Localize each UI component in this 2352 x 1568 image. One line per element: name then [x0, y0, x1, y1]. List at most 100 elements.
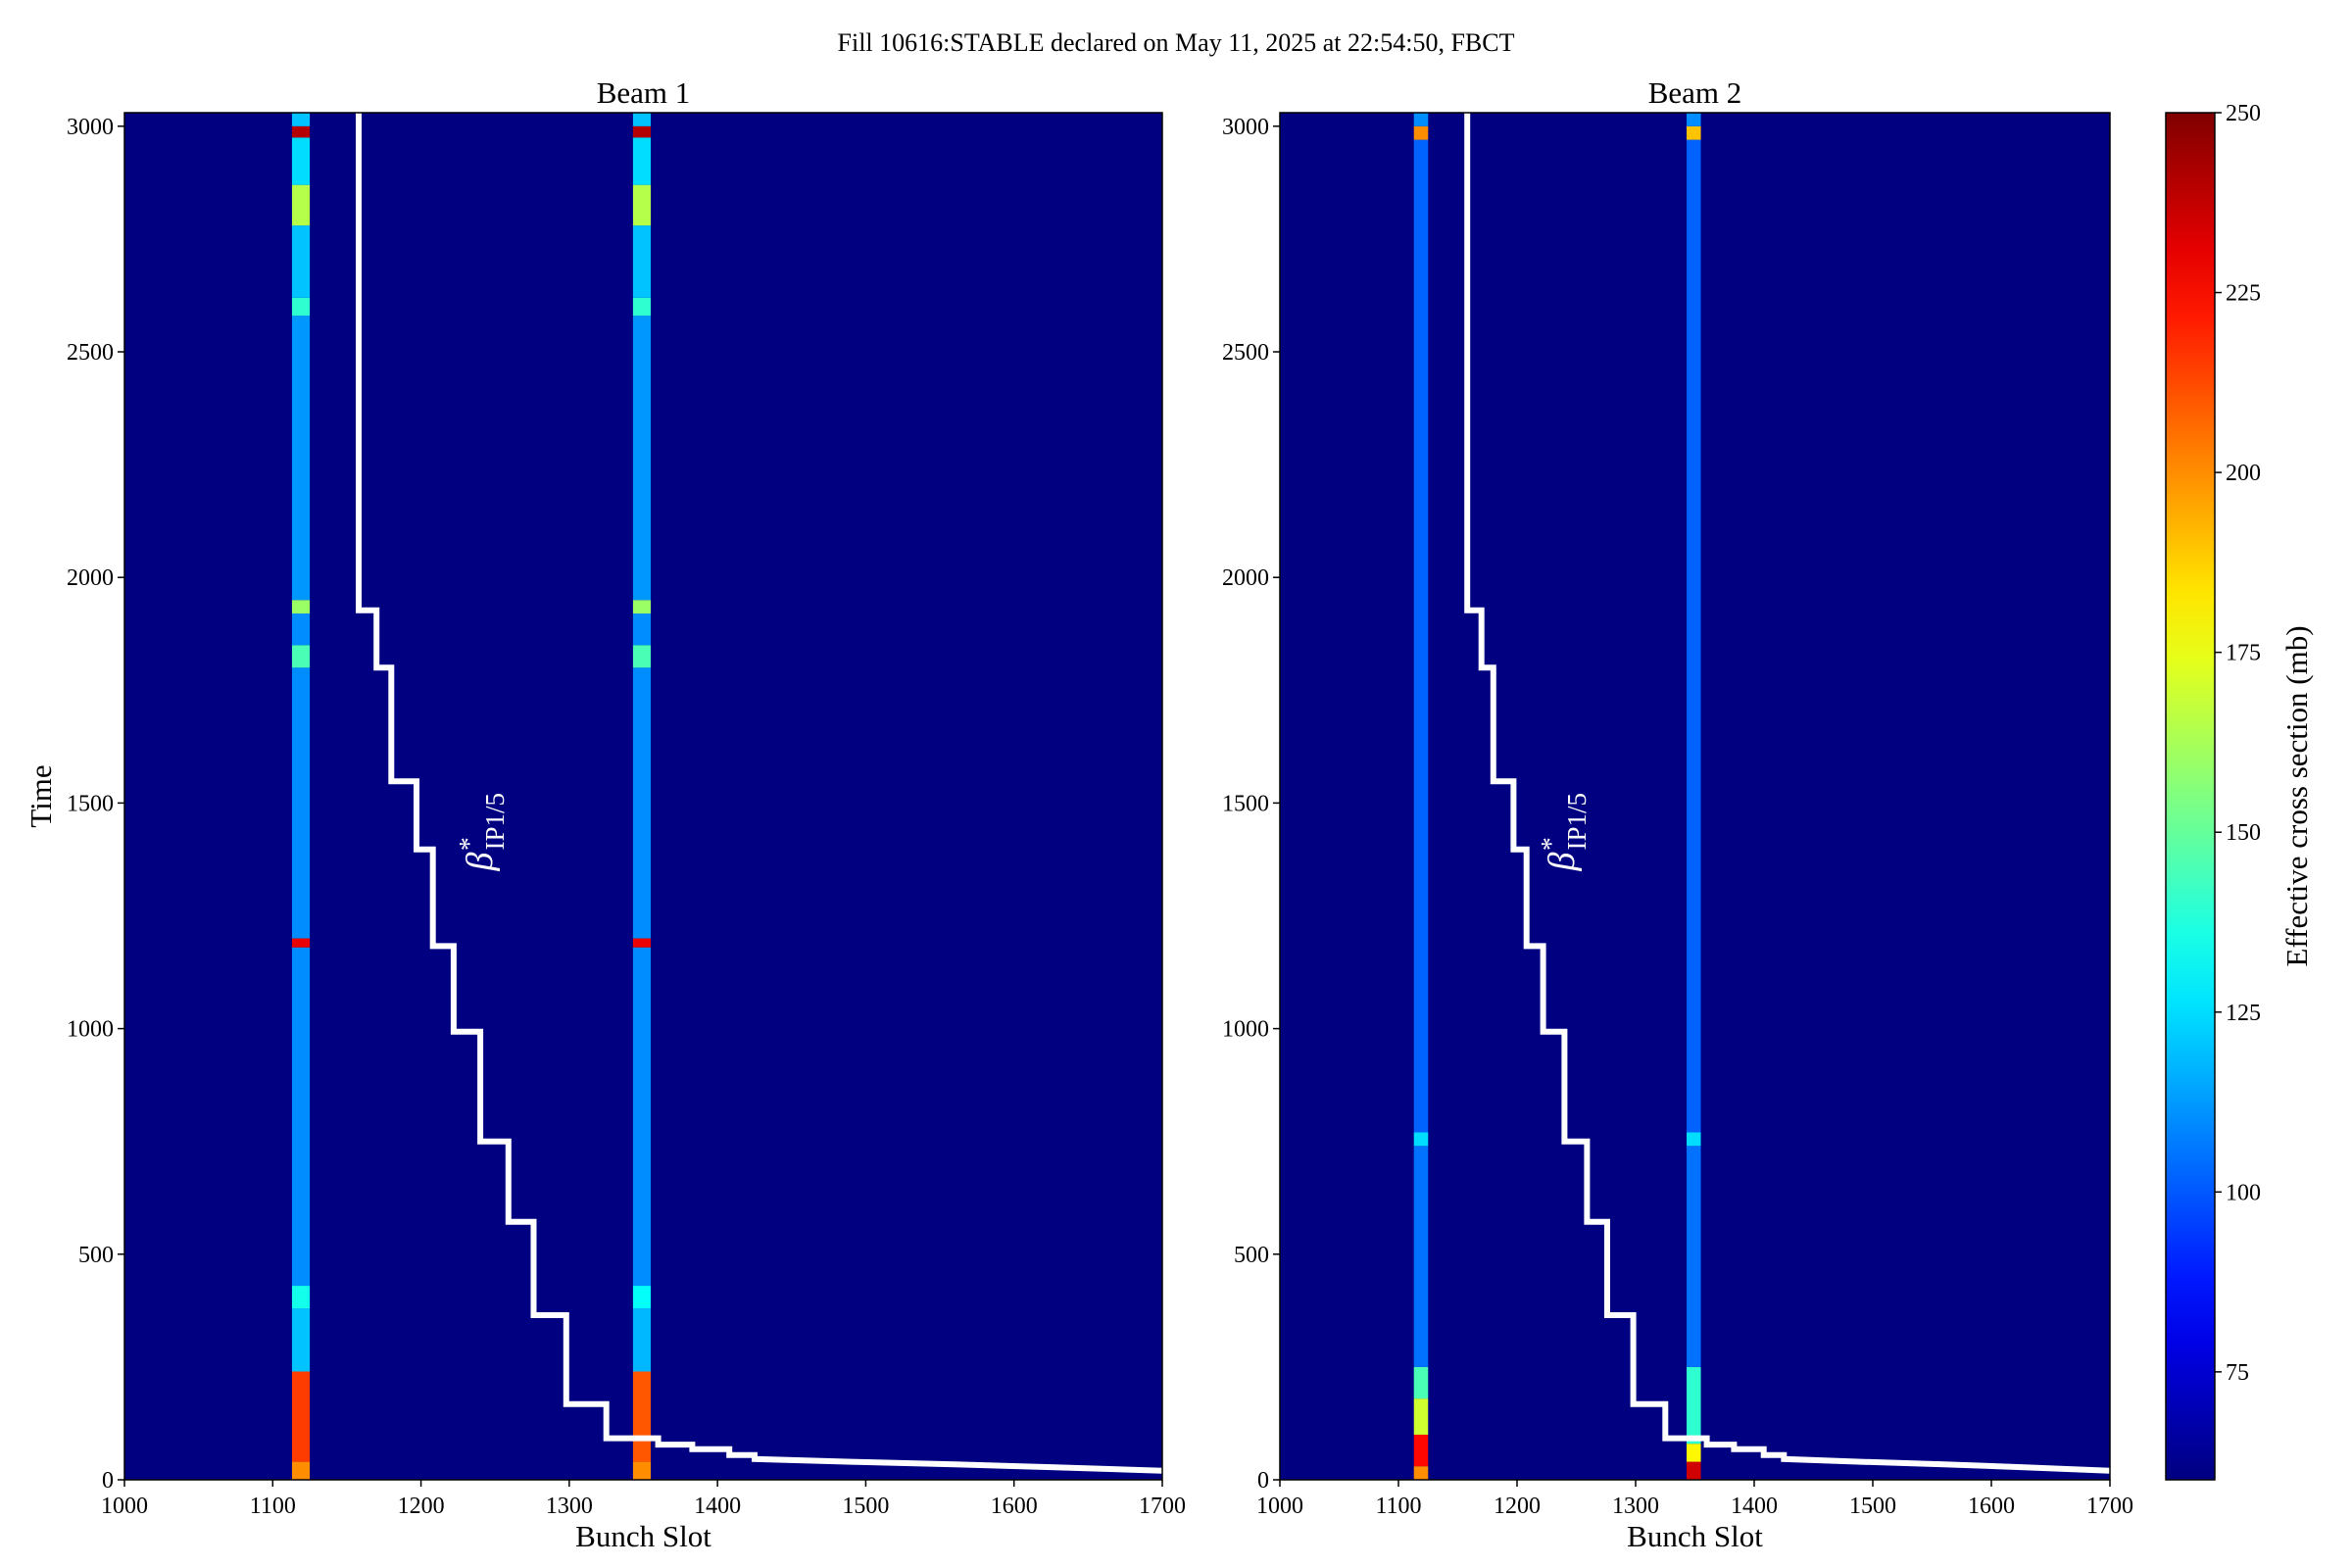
heatmap-cell — [291, 125, 311, 138]
colorbar-label: Effective cross section (mb) — [2279, 625, 2314, 966]
heatmap-cell — [291, 667, 311, 939]
y-tick-label: 2000 — [67, 565, 114, 591]
x-tick-label: 1500 — [1849, 1494, 1896, 1519]
x-tick-label: 1100 — [250, 1494, 296, 1519]
x-tick-label: 1500 — [842, 1494, 889, 1519]
colorbar-tick-label: 125 — [2226, 1001, 2261, 1026]
heatmap-cell — [632, 184, 652, 226]
beta-superscript: * — [455, 839, 485, 853]
heatmap-cell — [632, 125, 652, 138]
heatmap-cell — [1687, 1132, 1701, 1147]
x-tick-label: 1200 — [1494, 1494, 1541, 1519]
x-tick-label: 1300 — [546, 1494, 593, 1519]
y-tick-label: 2000 — [1222, 565, 1269, 591]
x-tick-label: 1100 — [1375, 1494, 1421, 1519]
x-tick-label: 1600 — [1968, 1494, 2015, 1519]
bunch-column-1 — [291, 113, 311, 1480]
y-tick-label: 2500 — [1222, 340, 1269, 366]
x-tick-label: 1700 — [1139, 1494, 1186, 1519]
colorbar-tick-label: 75 — [2226, 1360, 2249, 1386]
heatmap-cell — [291, 613, 311, 646]
heatmap-cell — [1687, 1146, 1701, 1367]
heatmap-cell — [291, 947, 311, 1287]
heatmap-cell — [291, 600, 311, 614]
panel-title: Beam 1 — [597, 75, 691, 110]
beta-star-label: β*IP1/5 — [1537, 793, 1592, 871]
heatmap-cell — [1413, 125, 1429, 140]
y-tick-label: 1000 — [67, 1017, 114, 1043]
y-tick-label: 0 — [1257, 1468, 1269, 1494]
heatmap-cell — [291, 225, 311, 298]
heatmap-cell — [632, 1371, 652, 1462]
heatmap-cell — [1687, 1461, 1701, 1480]
y-tick-label: 500 — [1234, 1243, 1269, 1268]
heatmap-cell — [1413, 1398, 1429, 1435]
x-tick-label: 1000 — [101, 1494, 148, 1519]
heatmap-cell — [1687, 139, 1701, 1133]
heatmap-plot-area — [1413, 113, 2110, 1480]
heatmap-cell — [1413, 113, 1429, 126]
heatmap-cell — [632, 600, 652, 614]
colorbar-tick-label: 250 — [2226, 101, 2261, 126]
bunch-column-1 — [1413, 113, 1429, 1480]
heatmap-plot-area — [291, 113, 1162, 1480]
heatmap-cell — [632, 316, 652, 601]
beta-star-line — [1464, 113, 2110, 1474]
heatmap-cell — [291, 1308, 311, 1372]
beta-star-label: β*IP1/5 — [455, 793, 510, 871]
heatmap-cell — [632, 137, 652, 185]
heatmap-cell — [1687, 1444, 1701, 1462]
heatmap-cell — [632, 613, 652, 646]
x-axis-label: Bunch Slot — [575, 1519, 711, 1553]
y-tick-label: 500 — [78, 1243, 114, 1268]
heatmap-cell — [291, 1286, 311, 1309]
heatmap-cell — [291, 645, 311, 668]
y-tick-label: 3000 — [67, 115, 114, 140]
y-tick-label: 0 — [102, 1468, 114, 1494]
beta-symbol: β — [1542, 852, 1583, 871]
y-axis-label: Time — [24, 764, 58, 827]
heatmap-cell — [1413, 1132, 1429, 1147]
beta-symbol: β — [460, 852, 501, 871]
colorbar-tick-label: 100 — [2226, 1180, 2261, 1205]
bunch-column-2 — [1687, 113, 1701, 1480]
x-tick-label: 1200 — [398, 1494, 445, 1519]
y-tick-label: 1000 — [1222, 1017, 1269, 1043]
x-tick-label: 1600 — [991, 1494, 1038, 1519]
heatmap-cell — [1413, 139, 1429, 1133]
heatmap-cell — [632, 297, 652, 317]
heatmap-cell — [632, 645, 652, 668]
x-axis-label: Bunch Slot — [1627, 1519, 1763, 1553]
x-tick-label: 1000 — [1256, 1494, 1303, 1519]
heatmap-cell — [291, 113, 311, 126]
axes-frame — [1279, 112, 2111, 1481]
beta-subscript: IP1/5 — [480, 793, 510, 851]
heatmap-cell — [1413, 1146, 1429, 1367]
figure-suptitle: Fill 10616:STABLE declared on May 11, 20… — [838, 28, 1515, 57]
heatmap-cell — [1413, 1466, 1429, 1480]
heatmap-cell — [1413, 1434, 1429, 1467]
heatmap-cell — [1687, 113, 1701, 126]
y-tick-label: 2500 — [67, 340, 114, 366]
heatmap-cell — [1687, 125, 1701, 140]
heatmap-cell — [632, 667, 652, 939]
heatmap-cell — [632, 1286, 652, 1309]
colorbar-tick-label: 225 — [2226, 281, 2261, 307]
colorbar-tick-label: 150 — [2226, 820, 2261, 846]
heatmap-cell — [1413, 1366, 1429, 1399]
heatmap-cell — [1687, 1366, 1701, 1445]
heatmap-cell — [632, 113, 652, 126]
heatmap-cell — [632, 1461, 652, 1480]
colorbar-gradient — [2165, 112, 2216, 1481]
heatmap-cell — [291, 316, 311, 601]
panel-beam-2: β*IP1/5 1000 1100 1200 1300 1400 1500 1600 1700 0… — [1222, 75, 2133, 1553]
panel-beam-1: β*IP1/5 1000 1100 1200 1300 1400 1500 1600 1700 0… — [24, 75, 1186, 1553]
axes-frame — [123, 112, 1163, 1481]
beta-superscript: * — [1537, 839, 1567, 853]
heatmap-cell — [291, 137, 311, 185]
heatmap-cell — [291, 297, 311, 317]
y-tick-label: 1500 — [1222, 791, 1269, 816]
heatmap-cell — [632, 938, 652, 948]
heatmap-cell — [291, 1461, 311, 1480]
